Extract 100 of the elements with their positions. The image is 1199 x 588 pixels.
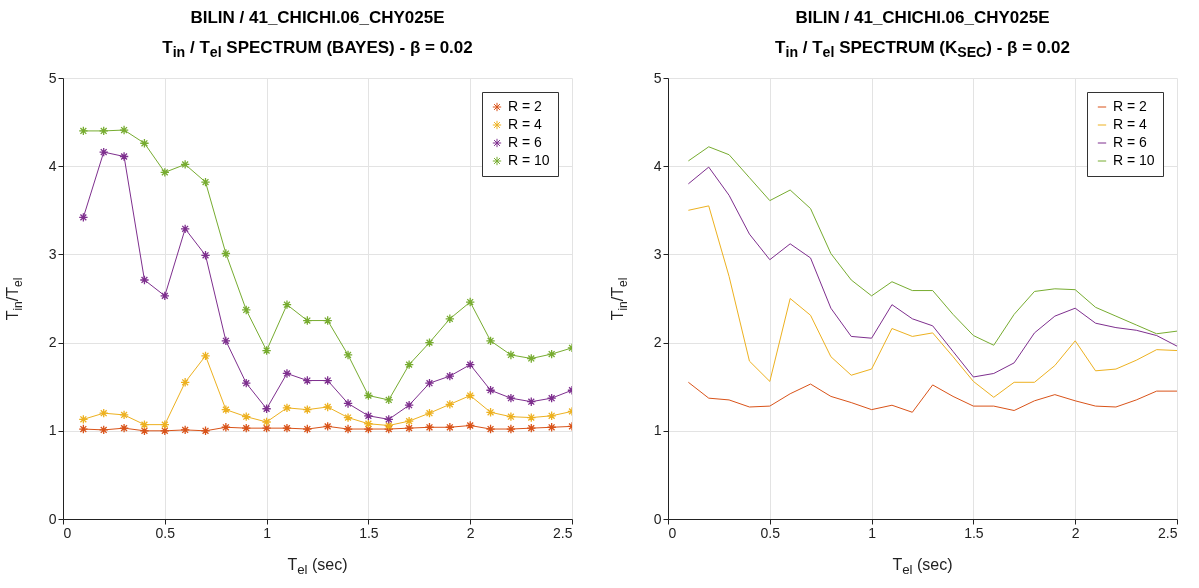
point xyxy=(119,410,129,420)
point xyxy=(343,350,353,360)
point xyxy=(180,377,190,388)
point xyxy=(302,424,313,434)
point xyxy=(241,305,252,315)
point xyxy=(526,423,537,433)
point xyxy=(526,353,537,364)
x-tick-label: 1.5 xyxy=(359,524,379,541)
x-tick-label: 2 xyxy=(1071,524,1080,541)
y-tick-label: 2 xyxy=(653,334,662,351)
y-tick-label: 5 xyxy=(653,69,662,86)
y-tick-label: 0 xyxy=(653,510,662,527)
x-tick-label: 0.5 xyxy=(760,524,781,541)
point xyxy=(180,425,190,435)
point xyxy=(383,420,394,431)
y-tick-label: 2 xyxy=(48,334,57,351)
point xyxy=(221,422,231,433)
y-tick-label: 1 xyxy=(653,422,662,439)
legend-label: R = 4 xyxy=(508,116,543,132)
y-tick-label: 5 xyxy=(48,69,57,86)
point xyxy=(322,315,333,326)
x-tick-label: 2.5 xyxy=(1158,524,1178,541)
point xyxy=(506,350,516,360)
legend-label: R = 2 xyxy=(508,98,543,114)
x-axis-title: T$_{el}$ (sec) xyxy=(287,556,348,578)
point xyxy=(343,412,353,423)
point xyxy=(485,424,496,434)
point xyxy=(119,151,129,162)
legend-label: R = 10 xyxy=(508,152,550,168)
point xyxy=(363,424,374,434)
point xyxy=(424,422,435,433)
point xyxy=(139,275,150,285)
point xyxy=(526,396,537,407)
point xyxy=(485,385,496,396)
point xyxy=(200,177,211,187)
point xyxy=(261,423,272,433)
point xyxy=(180,223,190,234)
point xyxy=(363,418,374,429)
point xyxy=(383,395,394,405)
point xyxy=(78,414,89,425)
point xyxy=(302,315,313,326)
point xyxy=(221,336,231,346)
point xyxy=(404,359,414,370)
y-tick-label: 4 xyxy=(48,157,57,174)
point xyxy=(404,423,414,433)
line-series xyxy=(687,166,1177,378)
y-tick-label: 3 xyxy=(653,245,662,262)
y-tick-label: 1 xyxy=(48,422,57,439)
point xyxy=(200,351,211,361)
point xyxy=(98,425,109,435)
point xyxy=(383,414,394,425)
point xyxy=(261,403,272,414)
point xyxy=(119,423,129,433)
point xyxy=(404,400,414,411)
point xyxy=(98,147,109,157)
point xyxy=(465,390,476,401)
x-tick-label: 0.5 xyxy=(155,524,176,541)
point xyxy=(343,398,353,409)
point xyxy=(139,138,150,149)
x-tick-label: 1 xyxy=(868,524,877,541)
point xyxy=(159,419,170,430)
point xyxy=(546,393,557,403)
point xyxy=(282,368,292,379)
point xyxy=(526,412,537,423)
line-series xyxy=(687,146,1177,346)
point xyxy=(200,425,211,436)
point xyxy=(424,378,435,388)
x-tick-label: 2.5 xyxy=(553,524,573,541)
point xyxy=(546,422,557,433)
chart-subtitle: T$_{in}$ / T$_{el}$ SPECTRUM (K$_{SEC}$) - β = 0.02 xyxy=(774,38,1071,61)
legend-label: R = 4 xyxy=(1113,116,1148,132)
point xyxy=(445,422,455,433)
point xyxy=(98,408,109,418)
point xyxy=(302,375,313,386)
point xyxy=(343,424,353,434)
point xyxy=(322,421,333,432)
legend-label: R = 6 xyxy=(1113,134,1148,150)
line-series xyxy=(687,381,1177,413)
point xyxy=(139,419,150,430)
point xyxy=(363,390,374,401)
x-tick-label: 2 xyxy=(466,524,475,541)
point xyxy=(241,423,252,433)
point xyxy=(485,407,496,418)
x-tick-label: 0 xyxy=(63,524,72,541)
point xyxy=(241,378,252,388)
point xyxy=(78,126,89,136)
point xyxy=(78,212,89,223)
point xyxy=(322,375,333,386)
point xyxy=(180,159,190,170)
point xyxy=(506,424,516,434)
point xyxy=(445,371,455,381)
point xyxy=(424,337,435,348)
point xyxy=(465,297,476,307)
point xyxy=(200,250,211,261)
line-series xyxy=(687,205,1177,398)
point xyxy=(363,410,374,421)
legend-label: R = 2 xyxy=(1113,98,1148,114)
point xyxy=(424,408,435,418)
point xyxy=(221,248,231,259)
legend-label: R = 10 xyxy=(1113,152,1155,168)
